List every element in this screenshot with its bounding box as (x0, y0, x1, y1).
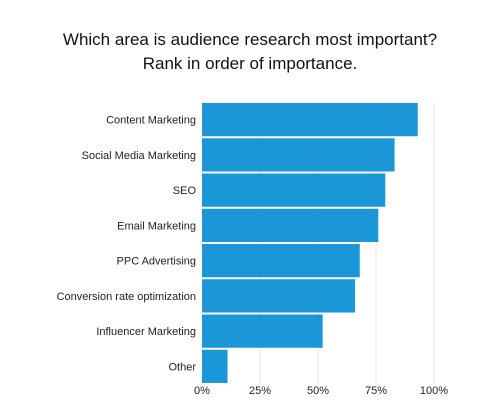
bars (202, 103, 418, 383)
bar (202, 314, 323, 348)
chart-title: Which area is audience research most imp… (0, 28, 500, 76)
bar (202, 279, 356, 313)
bar (202, 244, 360, 278)
chart-title-line-1: Which area is audience research most imp… (62, 30, 438, 49)
category-label: Social Media Marketing (82, 150, 196, 162)
bar (202, 138, 395, 172)
category-label: SEO (173, 185, 197, 197)
category-label: PPC Advertising (117, 256, 196, 268)
category-label: Influencer Marketing (96, 326, 196, 338)
bar (202, 208, 379, 242)
category-labels: Content Marketing Social Media Marketing S… (57, 115, 197, 374)
x-tick-label: 25% (249, 385, 271, 397)
bar (202, 173, 386, 207)
category-label: Content Marketing (106, 115, 196, 127)
category-label: Conversion rate optimization (57, 291, 196, 303)
x-tick-label: 100% (420, 385, 448, 397)
category-label: Other (168, 361, 196, 373)
x-axis-tick-labels: 0% 25% 50% 75% 100% (194, 385, 448, 397)
category-label: Email Marketing (117, 220, 196, 232)
x-tick-label: 75% (365, 385, 387, 397)
bar (202, 349, 228, 383)
chart-title-line-2: Rank in order of importance. (142, 54, 358, 73)
x-tick-label: 50% (307, 385, 329, 397)
bar (202, 103, 418, 137)
x-tick-label: 0% (194, 385, 210, 397)
